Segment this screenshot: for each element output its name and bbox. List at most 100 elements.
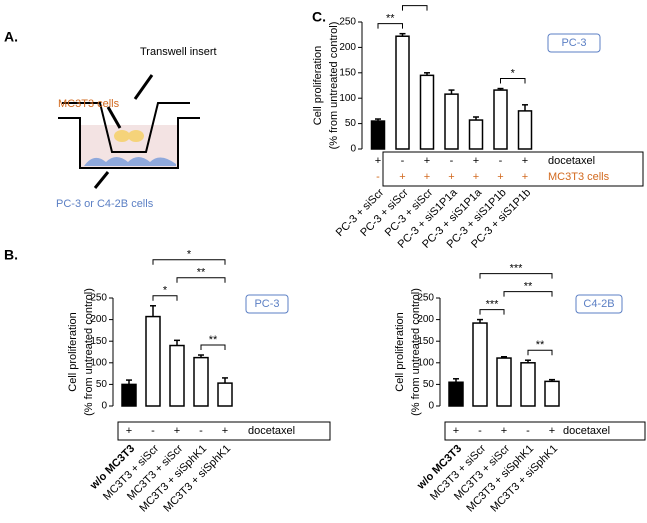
transwell-diagram <box>58 74 200 189</box>
significance-bracket <box>527 349 553 356</box>
cell-line-label: C4-2B <box>583 298 614 310</box>
bar <box>444 93 459 150</box>
condition-sign: + <box>174 425 180 437</box>
significance-bracket <box>500 78 526 84</box>
panel-label: C. <box>312 9 326 25</box>
significance-bracket <box>503 291 553 297</box>
condition-sign: + <box>453 425 459 437</box>
significance-label: * <box>511 67 516 79</box>
condition-sign: - <box>376 171 380 183</box>
condition-table <box>117 421 331 441</box>
error-bar <box>222 377 228 384</box>
cell-line-tag <box>575 294 623 314</box>
panel-label: A. <box>4 29 18 45</box>
condition-sign: - <box>526 425 530 437</box>
significance-bracket <box>479 273 553 279</box>
condition-sign: + <box>473 171 479 183</box>
significance-label: ** <box>386 13 395 25</box>
condition-sign: + <box>399 171 405 183</box>
error-bar <box>126 379 132 385</box>
diagram-label: MC3T3 cells <box>58 98 120 110</box>
y-tick-label: 50 <box>345 118 357 129</box>
condition-sign: + <box>522 171 528 183</box>
bar <box>496 357 512 407</box>
significance-label: *** <box>486 299 500 311</box>
y-axis-label: (% from untreated control) <box>410 288 422 416</box>
error-bar <box>453 378 459 383</box>
condition-sign: + <box>501 425 507 437</box>
arrow <box>133 74 154 100</box>
y-tick-label: 0 <box>101 401 107 412</box>
condition-sign: + <box>222 425 228 437</box>
significance-label: ** <box>536 339 545 351</box>
y-tick-label: 200 <box>417 314 434 325</box>
significance-label: ** <box>209 334 218 346</box>
error-bar <box>198 354 204 358</box>
cell <box>114 130 130 142</box>
y-tick-label: 250 <box>339 17 356 28</box>
error-bar <box>448 89 455 95</box>
y-axis-label: (% from untreated control) <box>328 22 340 150</box>
bar <box>145 315 161 407</box>
significance-bracket <box>176 277 226 283</box>
cell-line-label: PC-3 <box>561 37 586 49</box>
significance-bracket <box>152 259 226 265</box>
significance-label: ** <box>410 0 419 7</box>
condition-sign: - <box>401 155 405 167</box>
y-tick-label: 100 <box>90 357 107 368</box>
condition-table <box>382 151 644 187</box>
error-bar <box>375 118 381 122</box>
condition-name: docetaxel <box>548 155 595 167</box>
error-bar <box>477 318 483 324</box>
condition-sign: - <box>199 425 203 437</box>
bar <box>169 344 185 407</box>
error-bar <box>174 339 180 346</box>
arrow <box>93 171 110 189</box>
y-tick-label: 200 <box>339 42 356 53</box>
condition-sign: + <box>497 171 503 183</box>
error-bar <box>497 87 504 91</box>
condition-sign: - <box>478 425 482 437</box>
cell-layer <box>84 157 176 166</box>
error-bar <box>522 104 528 111</box>
condition-sign: - <box>499 155 503 167</box>
bar <box>370 120 386 150</box>
well <box>58 117 200 169</box>
y-tick-label: 150 <box>90 336 107 347</box>
error-bar <box>399 32 406 37</box>
error-bar <box>501 356 507 359</box>
significance-label: * <box>163 285 168 297</box>
condition-sign: + <box>424 155 430 167</box>
cell-line-label: PC-3 <box>254 298 279 310</box>
cell-line-tag <box>245 294 289 314</box>
condition-sign: + <box>126 425 132 437</box>
y-tick-label: 250 <box>90 293 107 304</box>
error-bar <box>150 305 156 317</box>
condition-sign: + <box>424 171 430 183</box>
significance-label: ** <box>197 267 206 279</box>
y-tick-label: 200 <box>90 314 107 325</box>
significance-label: * <box>187 249 192 261</box>
condition-sign: + <box>448 171 454 183</box>
condition-sign: + <box>375 155 381 167</box>
bar <box>448 381 464 407</box>
y-tick-label: 150 <box>417 336 434 347</box>
bar <box>121 383 137 407</box>
y-tick-label: 50 <box>423 379 435 390</box>
y-tick-label: 0 <box>350 144 356 155</box>
arrow <box>106 106 122 129</box>
y-axis-label: Cell proliferation <box>312 46 324 125</box>
condition-table <box>444 421 646 441</box>
significance-bracket <box>479 309 505 315</box>
y-tick-label: 0 <box>428 401 434 412</box>
panel-label: B. <box>4 247 18 263</box>
y-tick-label: 100 <box>339 93 356 104</box>
error-bar <box>549 378 555 382</box>
cell <box>128 130 144 142</box>
bar <box>217 382 233 407</box>
y-axis-label: (% from untreated control) <box>83 288 95 416</box>
condition-sign: + <box>549 425 555 437</box>
condition-name: docetaxel <box>248 425 295 437</box>
